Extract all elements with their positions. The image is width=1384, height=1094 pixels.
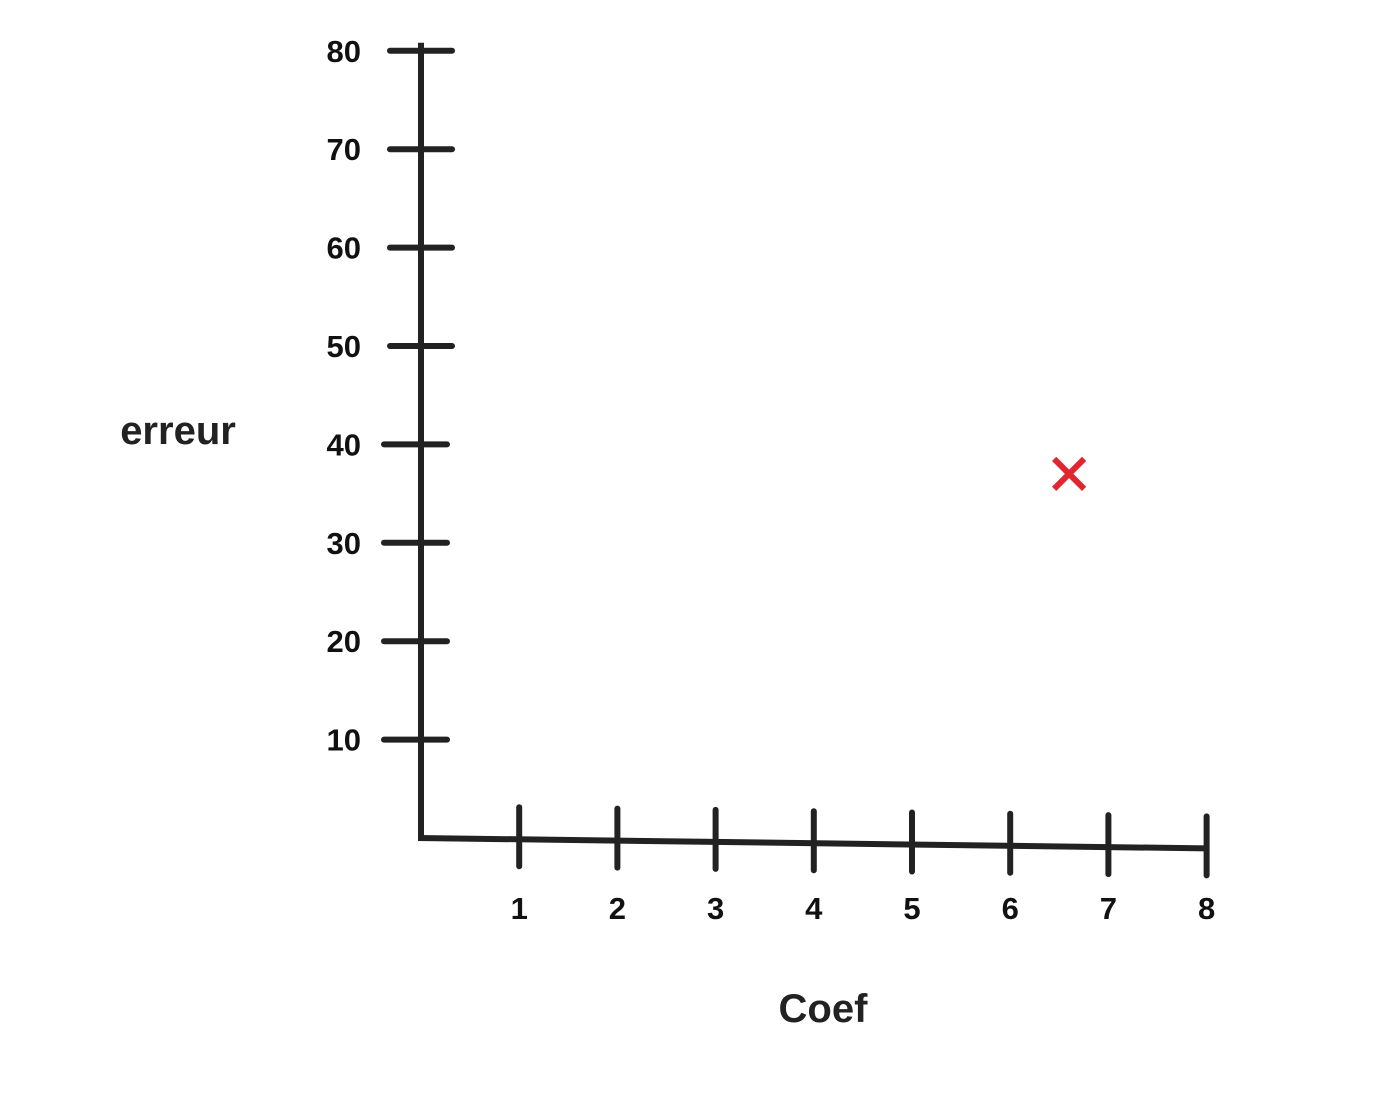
x-axis-title: Coef [779, 987, 869, 1031]
y-tick-label-40: 40 [327, 427, 361, 462]
y-tick-label-50: 50 [327, 329, 361, 364]
x-tick-label-6: 6 [1002, 891, 1019, 926]
x-tick-label-3: 3 [707, 891, 724, 926]
y-tick-label-60: 60 [327, 231, 361, 266]
x-tick-label-5: 5 [903, 891, 920, 926]
x-tick-label-8: 8 [1198, 891, 1215, 926]
y-tick-label-20: 20 [327, 624, 361, 659]
axes [417, 42, 1207, 852]
x-tick-label-7: 7 [1100, 891, 1117, 926]
y-ticks: 10 20 30 40 50 60 70 80 [327, 34, 455, 758]
x-tick-label-4: 4 [805, 891, 823, 926]
y-tick-label-30: 30 [327, 526, 361, 561]
y-tick-label-80: 80 [327, 34, 361, 69]
data-points [1051, 456, 1087, 492]
x-tick-label-1: 1 [511, 891, 528, 926]
y-tick-label-10: 10 [327, 723, 361, 758]
y-axis-title: erreur [120, 409, 236, 453]
x-ticks: 1 2 3 4 5 6 7 8 [511, 804, 1215, 926]
y-tick-label-70: 70 [327, 132, 361, 167]
data-point-marker [1051, 456, 1087, 492]
x-tick-label-2: 2 [609, 891, 626, 926]
